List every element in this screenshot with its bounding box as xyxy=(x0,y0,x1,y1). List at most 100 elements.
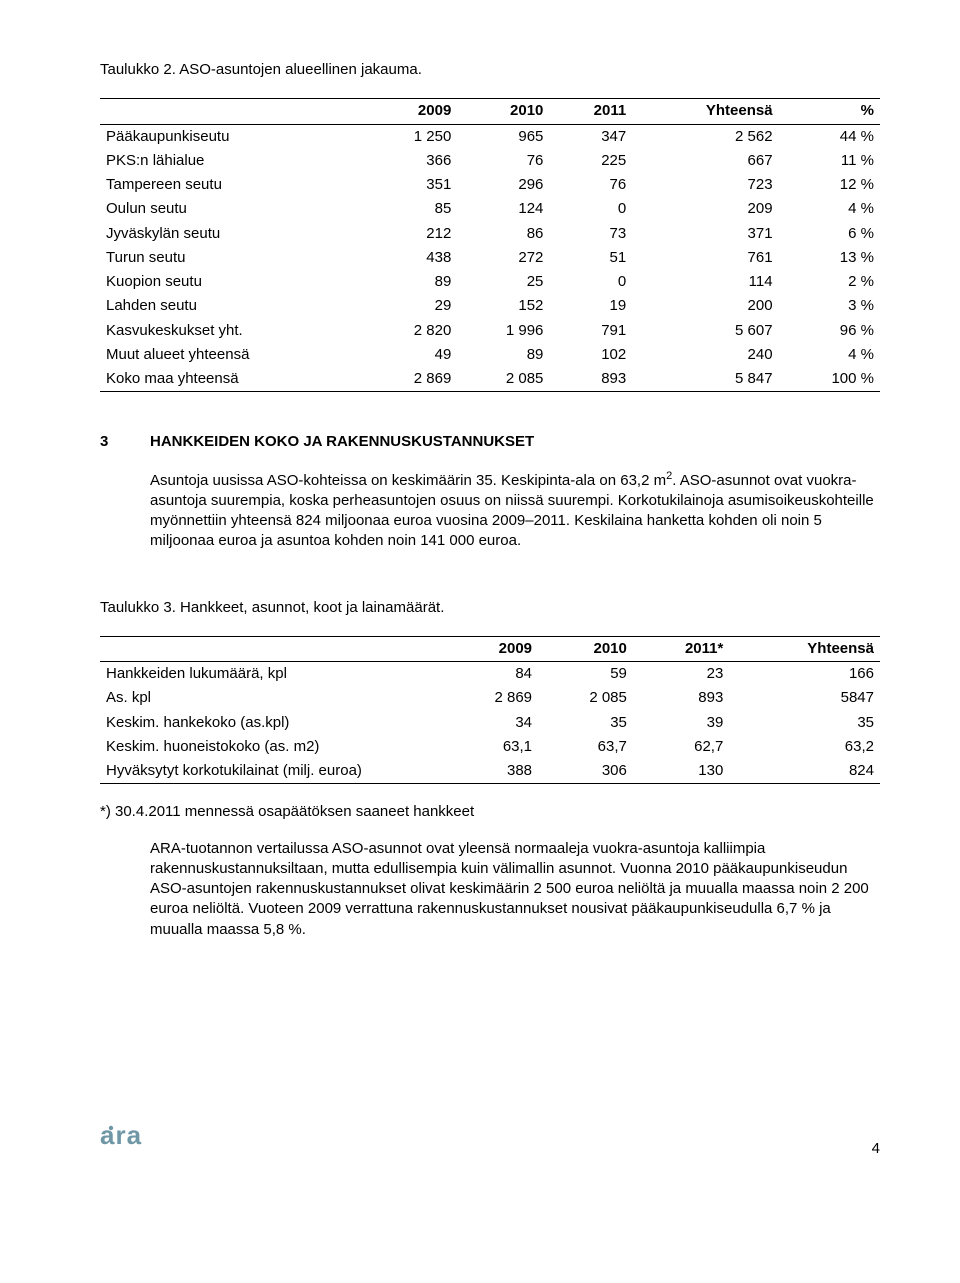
table-row: Tampereen seutu3512967672312 % xyxy=(100,173,880,197)
table-cell: 89 xyxy=(457,343,549,367)
table-row: Oulun seutu8512402094 % xyxy=(100,197,880,221)
table-cell: 73 xyxy=(549,222,632,246)
table-cell: 49 xyxy=(365,343,457,367)
table-cell: 5 607 xyxy=(632,319,778,343)
table-cell: 12 % xyxy=(779,173,880,197)
table-cell: 2 869 xyxy=(443,686,538,710)
table-cell: 4 % xyxy=(779,197,880,221)
table-cell: 124 xyxy=(457,197,549,221)
table-cell: Hyväksytyt korkotukilainat (milj. euroa) xyxy=(100,759,443,784)
table-cell: 59 xyxy=(538,662,633,687)
table-row: Kuopion seutu892501142 % xyxy=(100,270,880,294)
table-row: Koko maa yhteensä2 8692 0858935 847100 % xyxy=(100,367,880,392)
table-cell: 51 xyxy=(549,246,632,270)
svg-text:ara: ara xyxy=(100,1120,142,1150)
table-cell: 23 xyxy=(633,662,729,687)
table-cell: 824 xyxy=(729,759,880,784)
table-cell: 96 % xyxy=(779,319,880,343)
table-cell: 25 xyxy=(457,270,549,294)
table-cell: 100 % xyxy=(779,367,880,392)
table-cell: Lahden seutu xyxy=(100,294,365,318)
table2-h4: Yhteensä xyxy=(729,636,880,661)
table-row: As. kpl2 8692 0858935847 xyxy=(100,686,880,710)
table-cell: Turun seutu xyxy=(100,246,365,270)
table-cell: 3 % xyxy=(779,294,880,318)
table-cell: 351 xyxy=(365,173,457,197)
table1-h2: 2010 xyxy=(457,99,549,124)
table-cell: 35 xyxy=(538,711,633,735)
table-row: PKS:n lähialue3667622566711 % xyxy=(100,149,880,173)
table-row: Muut alueet yhteensä49891022404 % xyxy=(100,343,880,367)
table2-h3: 2011* xyxy=(633,636,729,661)
table-cell: 272 xyxy=(457,246,549,270)
table-row: Keskim. hankekoko (as.kpl)34353935 xyxy=(100,711,880,735)
table2-caption: Taulukko 3. Hankkeet, asunnot, koot ja l… xyxy=(100,598,880,618)
table-cell: 2 085 xyxy=(538,686,633,710)
table-cell: 6 % xyxy=(779,222,880,246)
table-cell: 76 xyxy=(457,149,549,173)
table-row: Kasvukeskukset yht.2 8201 9967915 60796 … xyxy=(100,319,880,343)
table-row: Pääkaupunkiseutu1 2509653472 56244 % xyxy=(100,124,880,149)
table-row: Hyväksytyt korkotukilainat (milj. euroa)… xyxy=(100,759,880,784)
table1-h0 xyxy=(100,99,365,124)
table1-header-row: 2009 2010 2011 Yhteensä % xyxy=(100,99,880,124)
table-cell: 306 xyxy=(538,759,633,784)
table-cell: 63,2 xyxy=(729,735,880,759)
table-cell: 225 xyxy=(549,149,632,173)
table-cell: 2 820 xyxy=(365,319,457,343)
table-cell: Jyväskylän seutu xyxy=(100,222,365,246)
table-cell: 63,7 xyxy=(538,735,633,759)
table-cell: 166 xyxy=(729,662,880,687)
table2-note: *) 30.4.2011 mennessä osapäätöksen saane… xyxy=(100,802,880,822)
table-row: Lahden seutu29152192003 % xyxy=(100,294,880,318)
table-cell: 0 xyxy=(549,270,632,294)
table-cell: 102 xyxy=(549,343,632,367)
table-cell: Kuopion seutu xyxy=(100,270,365,294)
section3-p1a: Asuntoja uusissa ASO-kohteissa on keskim… xyxy=(150,472,666,489)
table-row: Hankkeiden lukumäärä, kpl845923166 xyxy=(100,662,880,687)
table-cell: 388 xyxy=(443,759,538,784)
table-cell: 965 xyxy=(457,124,549,149)
table-cell: 5847 xyxy=(729,686,880,710)
table-cell: 723 xyxy=(632,173,778,197)
table2-h0 xyxy=(100,636,443,661)
table-cell: 19 xyxy=(549,294,632,318)
ara-logo: ara xyxy=(100,1120,156,1159)
table-cell: Oulun seutu xyxy=(100,197,365,221)
table-cell: 5 847 xyxy=(632,367,778,392)
table-cell: 2 562 xyxy=(632,124,778,149)
page-number: 4 xyxy=(872,1139,880,1159)
table-cell: 76 xyxy=(549,173,632,197)
table-cell: 2 869 xyxy=(365,367,457,392)
table-cell: 761 xyxy=(632,246,778,270)
paragraph-4: ARA-tuotannon vertailussa ASO-asunnot ov… xyxy=(150,839,880,940)
table1-h4: Yhteensä xyxy=(632,99,778,124)
table-cell: 2 085 xyxy=(457,367,549,392)
table1-h3: 2011 xyxy=(549,99,632,124)
table-cell: 371 xyxy=(632,222,778,246)
table-cell: 209 xyxy=(632,197,778,221)
table-cell: 200 xyxy=(632,294,778,318)
table-cell: 1 996 xyxy=(457,319,549,343)
table-cell: 152 xyxy=(457,294,549,318)
table-cell: Pääkaupunkiseutu xyxy=(100,124,365,149)
table-cell: 34 xyxy=(443,711,538,735)
table1-h5: % xyxy=(779,99,880,124)
table-cell: Muut alueet yhteensä xyxy=(100,343,365,367)
table-cell: 11 % xyxy=(779,149,880,173)
table-cell: 39 xyxy=(633,711,729,735)
table-row: Jyväskylän seutu21286733716 % xyxy=(100,222,880,246)
table-cell: 89 xyxy=(365,270,457,294)
section3-paragraph: Asuntoja uusissa ASO-kohteissa on keskim… xyxy=(150,469,880,552)
table-cell: 366 xyxy=(365,149,457,173)
section3-number: 3 xyxy=(100,432,150,567)
table-cell: Koko maa yhteensä xyxy=(100,367,365,392)
table-cell: Keskim. hankekoko (as.kpl) xyxy=(100,711,443,735)
table-cell: 62,7 xyxy=(633,735,729,759)
table-cell: 2 % xyxy=(779,270,880,294)
table-cell: 130 xyxy=(633,759,729,784)
table-cell: 893 xyxy=(549,367,632,392)
table-cell: 44 % xyxy=(779,124,880,149)
table1-caption: Taulukko 2. ASO-asuntojen alueellinen ja… xyxy=(100,60,880,80)
table-cell: 240 xyxy=(632,343,778,367)
